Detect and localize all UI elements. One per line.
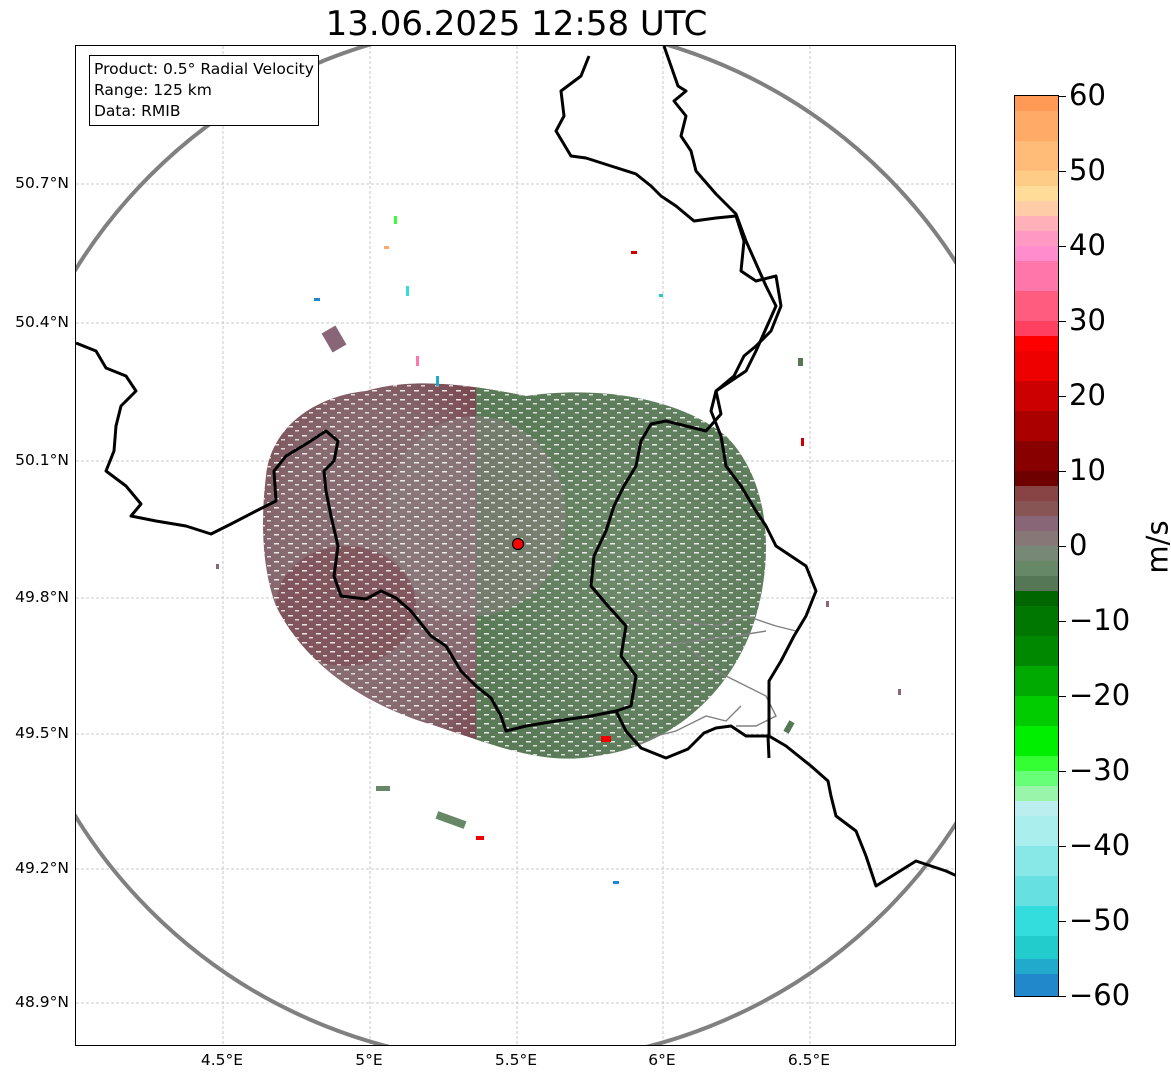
colorbar-band [1015,771,1058,787]
colorbar-band [1015,336,1058,352]
lon-label-5: 5°E [355,1051,383,1069]
colorbar-band [1015,186,1058,202]
radar-site-marker[interactable] [511,537,525,551]
colorbar-tick-label: −40 [1069,828,1131,862]
colorbar-tick-label: −50 [1069,903,1131,937]
colorbar-tick [1058,396,1066,397]
colorbar-tick-label: 10 [1069,453,1106,487]
colorbar-band [1015,96,1058,112]
info-source: Data: RMIB [94,102,181,120]
info-range: Range: 125 km [94,81,212,99]
lat-label-49.2: 49.2°N [15,859,69,877]
lon-label-5.5: 5.5°E [494,1051,538,1069]
colorbar-band [1015,321,1058,337]
colorbar-tick [1058,846,1066,847]
colorbar-tick [1058,171,1066,172]
colorbar-tick-label: 0 [1069,528,1088,562]
colorbar-band [1015,561,1058,577]
velocity-colorbar [1014,95,1059,997]
lon-label-6: 6°E [648,1051,676,1069]
colorbar-band [1015,291,1058,322]
colorbar-tick [1058,471,1066,472]
colorbar-band [1015,801,1058,817]
colorbar-band [1015,576,1058,592]
colorbar-tick [1058,246,1066,247]
colorbar-band [1015,876,1058,907]
lat-label-49.5: 49.5°N [15,724,69,742]
colorbar-tick-label: 40 [1069,228,1106,262]
colorbar-tick-label: 30 [1069,303,1106,337]
colorbar-tick [1058,996,1066,997]
colorbar-band [1015,666,1058,697]
colorbar-band [1015,546,1058,562]
colorbar-band [1015,531,1058,547]
colorbar-tick-label: −60 [1069,978,1131,1012]
colorbar-tick-label: −30 [1069,753,1131,787]
border-luxembourg-germany [554,55,783,713]
colorbar-band [1015,351,1058,382]
colorbar-tick-label: 50 [1069,153,1106,187]
colorbar-band [1015,201,1058,217]
lat-label-49.8: 49.8°N [15,588,69,606]
colorbar-band [1015,111,1058,142]
admin-boundary [635,605,797,747]
colorbar-band [1015,726,1058,757]
colorbar-tick [1058,696,1066,697]
border-belgium-france [76,341,771,760]
colorbar-band [1015,246,1058,262]
colorbar-band [1015,936,1058,959]
colorbar-tick-label: 60 [1069,78,1106,112]
colorbar-band [1015,973,1058,996]
lat-label-50.4: 50.4°N [15,313,69,331]
colorbar-band [1015,696,1058,727]
colorbar-band [1015,501,1058,517]
colorbar-band [1015,471,1058,487]
colorbar-band [1015,141,1058,172]
colorbar-band [1015,231,1058,247]
colorbar-band [1015,381,1058,412]
border-germany-east [662,46,955,888]
colorbar-band [1015,846,1058,877]
colorbar-band [1015,786,1058,802]
scattered-echoes [216,216,901,884]
colorbar-unit-label: m/s [1140,520,1171,574]
lat-label-50.1: 50.1°N [15,451,69,469]
colorbar-band [1015,906,1058,937]
colorbar-tick [1058,321,1066,322]
colorbar-band [1015,171,1058,187]
colorbar-tick [1058,96,1066,97]
lat-label-48.9: 48.9°N [15,993,69,1011]
radar-map-canvas [76,46,955,1045]
national-borders [76,46,955,888]
colorbar-tick-label: −20 [1069,678,1131,712]
lon-label-6.5: 6.5°E [787,1051,831,1069]
colorbar-band [1015,591,1058,607]
info-product: Product: 0.5° Radial Velocity [94,60,314,78]
colorbar-band [1015,816,1058,847]
colorbar-tick [1058,546,1066,547]
colorbar-band [1015,486,1058,502]
colorbar-band [1015,411,1058,442]
colorbar-tick-label: 20 [1069,378,1106,412]
lon-label-4.5: 4.5°E [200,1051,244,1069]
colorbar-tick [1058,771,1066,772]
colorbar-band [1015,441,1058,472]
colorbar-band [1015,606,1058,637]
info-box: Product: 0.5° Radial Velocity Range: 125… [89,55,319,126]
colorbar-tick-label: −10 [1069,603,1131,637]
map-title: 13.06.2025 12:58 UTC [325,4,708,44]
colorbar-band [1015,216,1058,232]
radar-map[interactable] [75,45,956,1046]
colorbar-band [1015,958,1058,974]
colorbar-tick [1058,921,1066,922]
colorbar-band [1015,636,1058,667]
lat-label-50.7: 50.7°N [15,174,69,192]
colorbar-band [1015,516,1058,532]
colorbar-tick [1058,621,1066,622]
colorbar-band [1015,756,1058,772]
colorbar-band [1015,261,1058,292]
